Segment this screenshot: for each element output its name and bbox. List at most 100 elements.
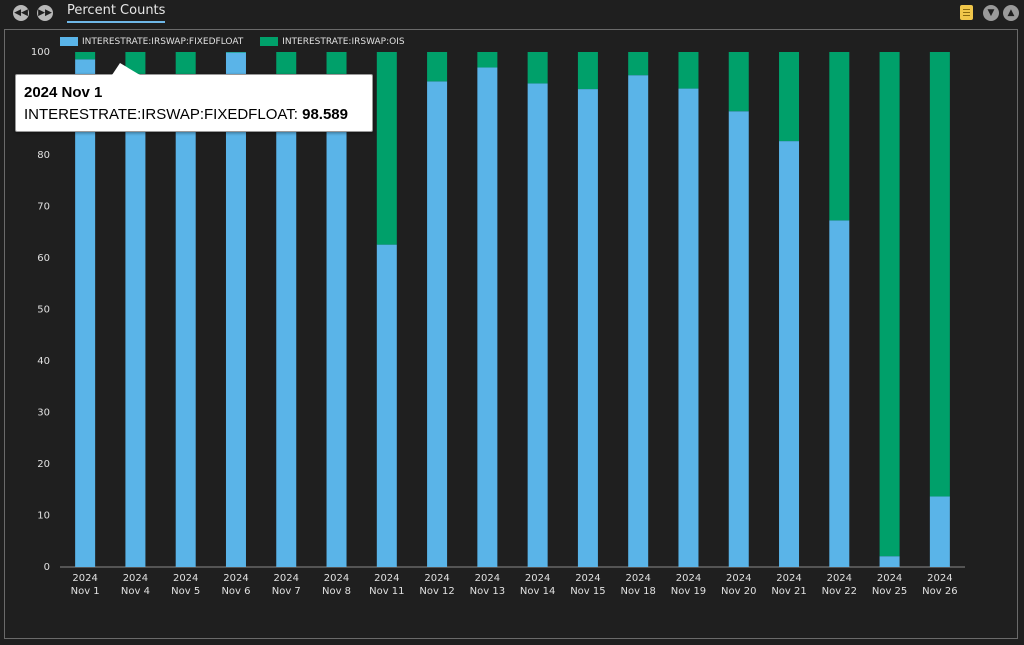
y-tick-label: 70 xyxy=(37,202,50,213)
bar-fixedfloat[interactable] xyxy=(477,67,498,567)
bar-fixedfloat[interactable] xyxy=(929,496,950,567)
rewind-icon[interactable]: ◀◀ xyxy=(13,5,29,21)
x-tick-label-day: Nov 21 xyxy=(771,586,806,597)
legend-label: INTERESTRATE:IRSWAP:OIS xyxy=(282,37,405,47)
y-tick-label: 60 xyxy=(37,253,50,264)
x-tick-label-year: 2024 xyxy=(374,573,399,584)
bar-ois[interactable] xyxy=(75,52,96,60)
x-tick-label-year: 2024 xyxy=(173,573,198,584)
chevron-up-icon[interactable]: ▲ xyxy=(1003,5,1019,21)
x-tick-label-year: 2024 xyxy=(123,573,148,584)
x-tick-label-year: 2024 xyxy=(877,573,902,584)
x-tick-label-year: 2024 xyxy=(475,573,500,584)
bar-fixedfloat[interactable] xyxy=(527,83,548,567)
chart-tooltip: 2024 Nov 1 INTERESTRATE:IRSWAP:FIXEDFLOA… xyxy=(15,63,373,132)
bar-fixedfloat[interactable] xyxy=(628,75,649,568)
x-tick-label-year: 2024 xyxy=(424,573,449,584)
x-tick-label-year: 2024 xyxy=(776,573,801,584)
y-tick-label: 80 xyxy=(37,150,50,161)
bar-fixedfloat[interactable] xyxy=(225,52,246,567)
x-tick-label-day: Nov 4 xyxy=(121,586,150,597)
bar-ois[interactable] xyxy=(779,52,800,142)
x-tick-label-day: Nov 8 xyxy=(322,586,351,597)
bar-fixedfloat[interactable] xyxy=(125,75,146,567)
bar-fixedfloat[interactable] xyxy=(879,556,900,567)
x-tick-label-day: Nov 20 xyxy=(721,586,756,597)
bar-fixedfloat[interactable] xyxy=(427,81,448,567)
legend-swatch xyxy=(60,37,78,46)
x-tick-label-day: Nov 5 xyxy=(171,586,200,597)
y-tick-label: 40 xyxy=(37,356,50,367)
x-tick-label-year: 2024 xyxy=(72,573,97,584)
tooltip-series: INTERESTRATE:IRSWAP:FIXEDFLOAT xyxy=(24,106,294,123)
bar-ois[interactable] xyxy=(376,52,397,245)
bar-ois[interactable] xyxy=(929,52,950,497)
bar-fixedfloat[interactable] xyxy=(276,75,297,567)
y-tick-label: 0 xyxy=(44,562,50,573)
bar-fixedfloat[interactable] xyxy=(779,141,800,567)
bar-ois[interactable] xyxy=(427,52,448,82)
x-tick-label-day: Nov 22 xyxy=(822,586,857,597)
x-tick-label-year: 2024 xyxy=(927,573,952,584)
x-tick-label-year: 2024 xyxy=(575,573,600,584)
x-tick-label-day: Nov 18 xyxy=(620,586,655,597)
x-tick-label-day: Nov 15 xyxy=(570,586,605,597)
toolbar: ◀◀ ▶▶ Percent Counts ▼ ▲ xyxy=(0,0,1024,28)
bar-ois[interactable] xyxy=(175,52,196,76)
x-tick-label-year: 2024 xyxy=(676,573,701,584)
x-tick-label-day: Nov 11 xyxy=(369,586,404,597)
x-tick-label-day: Nov 26 xyxy=(922,586,957,597)
bar-fixedfloat[interactable] xyxy=(577,89,598,567)
x-tick-label-year: 2024 xyxy=(625,573,650,584)
tooltip-title: 2024 Nov 1 xyxy=(24,84,103,101)
bar-fixedfloat[interactable] xyxy=(678,88,699,567)
bar-ois[interactable] xyxy=(527,52,548,84)
bar-ois[interactable] xyxy=(477,52,498,68)
bar-fixedfloat[interactable] xyxy=(829,220,850,567)
x-tick-label-day: Nov 12 xyxy=(419,586,454,597)
legend-item-ois[interactable]: INTERESTRATE:IRSWAP:OIS xyxy=(260,37,405,47)
bar-ois[interactable] xyxy=(829,52,850,221)
bar-fixedfloat[interactable] xyxy=(175,75,196,567)
bar-ois[interactable] xyxy=(276,52,297,76)
notes-icon[interactable] xyxy=(960,5,973,20)
tooltip-pointer xyxy=(112,63,140,75)
bar-ois[interactable] xyxy=(728,52,749,112)
tooltip-line: INTERESTRATE:IRSWAP:FIXEDFLOAT: 98.589 xyxy=(24,106,348,123)
bar-ois[interactable] xyxy=(628,52,649,76)
bar-fixedfloat[interactable] xyxy=(376,244,397,568)
y-tick-label: 50 xyxy=(37,305,50,316)
x-tick-label-year: 2024 xyxy=(324,573,349,584)
x-tick-label-day: Nov 6 xyxy=(221,586,250,597)
bar-ois[interactable] xyxy=(326,52,347,76)
x-tick-label-day: Nov 14 xyxy=(520,586,555,597)
x-tick-label-day: Nov 25 xyxy=(872,586,907,597)
x-tick-label-year: 2024 xyxy=(525,573,550,584)
y-tick-label: 20 xyxy=(37,459,50,470)
x-tick-label-day: Nov 1 xyxy=(71,586,100,597)
x-tick-label-year: 2024 xyxy=(726,573,751,584)
x-tick-label-year: 2024 xyxy=(223,573,248,584)
x-tick-label-year: 2024 xyxy=(827,573,852,584)
x-tick-label-day: Nov 19 xyxy=(671,586,706,597)
tab-percent-counts[interactable]: Percent Counts xyxy=(67,3,166,23)
bar-ois[interactable] xyxy=(577,52,598,90)
tooltip-value: 98.589 xyxy=(302,106,348,123)
legend-swatch xyxy=(260,37,279,46)
chart-legend: INTERESTRATE:IRSWAP:FIXEDFLOAT INTERESTR… xyxy=(60,37,419,47)
legend-item-fixedfloat[interactable]: INTERESTRATE:IRSWAP:FIXEDFLOAT xyxy=(60,37,243,47)
bar-fixedfloat[interactable] xyxy=(728,111,749,567)
bar-fixedfloat[interactable] xyxy=(75,59,96,567)
y-tick-label: 100 xyxy=(31,47,50,58)
bar-fixedfloat[interactable] xyxy=(326,75,347,567)
bar-ois[interactable] xyxy=(678,52,699,89)
x-tick-label-day: Nov 7 xyxy=(272,586,301,597)
fast-forward-icon[interactable]: ▶▶ xyxy=(37,5,53,21)
x-tick-label-day: Nov 13 xyxy=(470,586,505,597)
y-tick-label: 10 xyxy=(37,511,50,522)
chevron-down-icon[interactable]: ▼ xyxy=(983,5,999,21)
x-tick-label-year: 2024 xyxy=(274,573,299,584)
bar-ois[interactable] xyxy=(225,52,246,53)
bar-ois[interactable] xyxy=(879,52,900,557)
